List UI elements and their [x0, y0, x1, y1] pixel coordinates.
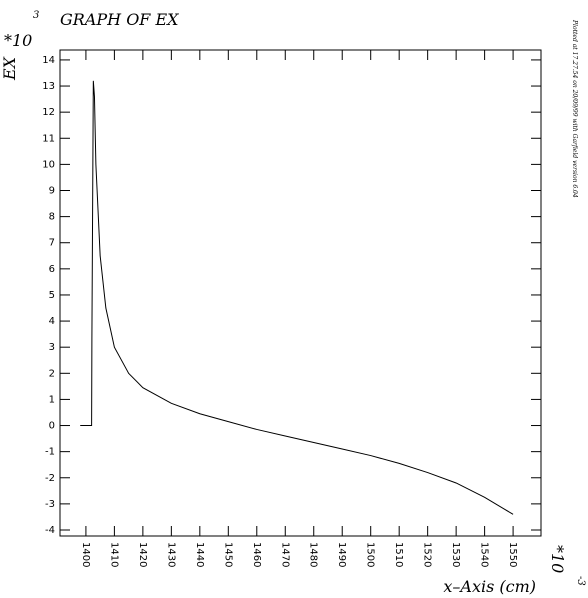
x-tick-label: 1460 — [251, 542, 262, 567]
side-note: Plotted at 17.27.54 on 20/09/99 with Gar… — [571, 19, 578, 198]
x-tick-label: 1500 — [365, 542, 376, 567]
chart-title: GRAPH OF EX — [60, 10, 179, 29]
x-tick-label: 1470 — [279, 542, 290, 567]
y-tick-label: 12 — [42, 107, 55, 118]
y-tick-label: 2 — [49, 368, 55, 379]
x-tick-label: 1520 — [422, 542, 433, 567]
x-tick-label: 1550 — [507, 542, 518, 567]
x-tick-label: 1540 — [479, 542, 490, 567]
y-tick-label: 14 — [42, 55, 55, 66]
x-tick-label: 1490 — [336, 542, 347, 567]
y-tick-label: -3 — [45, 499, 55, 510]
y-tick-label: -1 — [45, 447, 55, 458]
y-multiplier-exp: 3 — [33, 10, 39, 21]
y-tick-label: 5 — [49, 290, 55, 301]
x-tick-label: 1450 — [222, 542, 233, 567]
y-tick-label: -2 — [45, 473, 55, 484]
x-tick-label: 1400 — [80, 542, 91, 567]
x-axis-label: x–Axis (cm) — [443, 577, 536, 596]
y-multiplier: *10 — [4, 31, 32, 50]
x-multiplier: *10 — [548, 545, 567, 573]
y-tick-label: 7 — [49, 238, 55, 249]
y-tick-label: 8 — [49, 212, 55, 223]
y-tick-label: 0 — [49, 421, 55, 432]
data-line — [80, 80, 514, 515]
y-tick-label: 4 — [49, 316, 55, 327]
x-tick-label: 1530 — [450, 542, 461, 567]
y-tick-label: 9 — [49, 185, 55, 196]
x-tick-label: 1430 — [165, 542, 176, 567]
y-tick-label: 3 — [49, 342, 55, 353]
x-tick-label: 1510 — [393, 542, 404, 567]
x-tick-label: 1440 — [194, 542, 205, 567]
x-tick-label: 1410 — [108, 542, 119, 567]
y-tick-label: 10 — [42, 159, 55, 170]
y-axis-label: EX — [0, 56, 19, 81]
x-tick-label: 1480 — [308, 542, 319, 567]
y-tick-label: 6 — [49, 264, 55, 275]
x-tick-label: 1420 — [137, 542, 148, 567]
x-multiplier-exp: -3 — [575, 576, 586, 586]
y-tick-label: 13 — [42, 81, 55, 92]
y-tick-label: 11 — [42, 133, 55, 144]
y-tick-label: 1 — [49, 394, 55, 405]
y-tick-label: -4 — [45, 525, 55, 536]
plot-frame — [59, 49, 542, 537]
